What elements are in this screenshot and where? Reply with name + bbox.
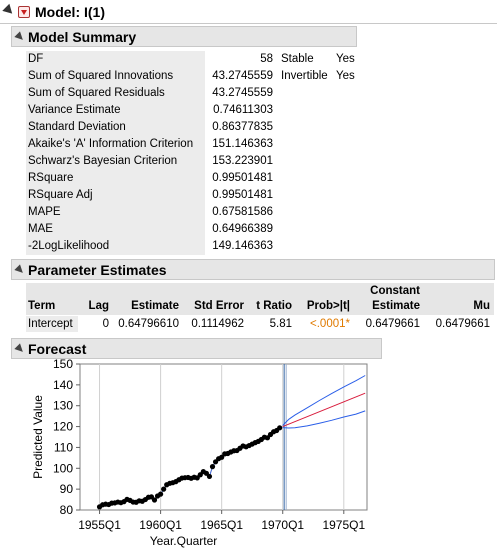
summary-label: DF [26, 51, 205, 68]
y-tick-label: 120 [53, 420, 73, 434]
x-tick-label: 1955Q1 [78, 518, 121, 532]
summary-value: 0.74611303 [205, 102, 275, 119]
col-mu-header: Mu [473, 300, 490, 312]
summary-label: Sum of Squared Innovations [26, 68, 205, 85]
red-triangle-menu-icon[interactable] [18, 6, 30, 18]
disclosure-triangle-icon[interactable] [2, 3, 16, 18]
stable-value: Yes [336, 53, 355, 65]
col-constant-header-1: Constant [370, 285, 420, 297]
summary-label: -2LogLikelihood [26, 238, 205, 255]
data-point [264, 435, 271, 441]
col-std-error-header: Std Error [194, 300, 244, 312]
summary-label: RSquare [26, 170, 205, 187]
estimate-cell: 0.64796610 [118, 318, 179, 330]
stable-label: Stable [281, 53, 314, 65]
x-tick-label: 1965Q1 [200, 518, 243, 532]
y-tick-label: 100 [53, 461, 73, 475]
t-ratio-cell: 5.81 [269, 318, 292, 330]
summary-value: 0.64966389 [205, 221, 275, 238]
parameter-estimates-title: Parameter Estimates [28, 262, 167, 278]
y-tick-label: 110 [54, 440, 73, 454]
data-point [219, 454, 225, 460]
summary-value: 43.2745559 [205, 68, 275, 85]
lag-cell: 0 [102, 318, 109, 330]
x-tick-label: 1970Q1 [261, 518, 304, 532]
data-point [277, 425, 283, 431]
model-title: Model: I(1) [35, 4, 105, 20]
forecast-chart: 1955Q1 1960Q1 1965Q1 1970Q1 1975Q1 80 90 100 110… [31, 358, 368, 548]
lower-confidence-line [282, 410, 366, 429]
data-point [151, 497, 158, 503]
forecast-header[interactable]: Forecast [11, 338, 382, 359]
x-tick-label: 1960Q1 [139, 518, 182, 532]
data-point [209, 464, 216, 470]
summary-value: 0.67581586 [205, 204, 275, 221]
model-summary-title: Model Summary [28, 29, 137, 45]
mu-cell: 0.6479661 [435, 318, 490, 330]
disclosure-triangle-icon[interactable] [14, 31, 26, 43]
parameter-estimates-table: Term Lag Estimate Std Error t Ratio Prob… [26, 283, 494, 333]
data-point [158, 491, 164, 497]
summary-value: 153.223901 [205, 153, 275, 170]
summary-label: Variance Estimate [26, 102, 205, 119]
data-point [161, 486, 167, 492]
col-term-header: Term [28, 300, 56, 312]
summary-label: Akaike's 'A' Information Criterion [26, 136, 205, 153]
summary-label: RSquare Adj [26, 187, 205, 204]
summary-value: 151.146363 [205, 136, 275, 153]
disclosure-triangle-icon[interactable] [14, 343, 26, 355]
upper-confidence-line [282, 375, 366, 426]
summary-label: Sum of Squared Residuals [26, 85, 205, 102]
summary-label: MAPE [26, 204, 205, 221]
constant-estimate-cell: 0.6479661 [365, 318, 420, 330]
col-constant-header-2: Estimate [372, 300, 420, 312]
summary-value: 0.99501481 [205, 187, 275, 204]
summary-value: 0.99501481 [205, 170, 275, 187]
invertible-label: Invertible [281, 70, 328, 82]
parameter-estimates-header[interactable]: Parameter Estimates [11, 259, 495, 280]
col-prob-header: Prob>|t| [306, 300, 350, 312]
summary-value: 0.86377835 [205, 119, 275, 136]
prob-cell: <.0001* [310, 318, 350, 330]
header-band [26, 283, 494, 315]
y-tick-label: 80 [60, 503, 74, 517]
model-header[interactable]: Model: I(1) [0, 0, 497, 24]
data-point [206, 473, 213, 480]
summary-value: 43.2745559 [205, 85, 275, 102]
summary-label: Standard Deviation [26, 119, 205, 136]
summary-label: Schwarz's Bayesian Criterion [26, 153, 205, 170]
y-tick-label: 90 [60, 482, 74, 496]
y-tick-label: 150 [53, 358, 73, 371]
col-t-ratio-header: t Ratio [256, 300, 292, 312]
invertible-value: Yes [336, 70, 355, 82]
std-error-cell: 0.1114962 [191, 318, 244, 330]
y-tick-label: 140 [53, 378, 73, 392]
col-estimate-header: Estimate [131, 300, 179, 312]
y-axis-label: Predicted Value [31, 395, 45, 479]
y-tick-label: 130 [53, 399, 73, 413]
forecast-title: Forecast [28, 341, 87, 357]
col-lag-header: Lag [88, 300, 109, 312]
summary-value: 149.146363 [205, 238, 275, 255]
disclosure-triangle-icon[interactable] [14, 264, 26, 276]
x-axis-label: Year.Quarter [150, 534, 218, 548]
summary-label: MAE [26, 221, 205, 238]
plot-frame [79, 363, 368, 511]
forecast-line [282, 392, 366, 428]
model-summary-header[interactable]: Model Summary [11, 26, 357, 47]
term-cell: Intercept [26, 316, 78, 332]
summary-value: 58 [205, 51, 275, 68]
x-tick-label: 1975Q1 [322, 518, 365, 532]
